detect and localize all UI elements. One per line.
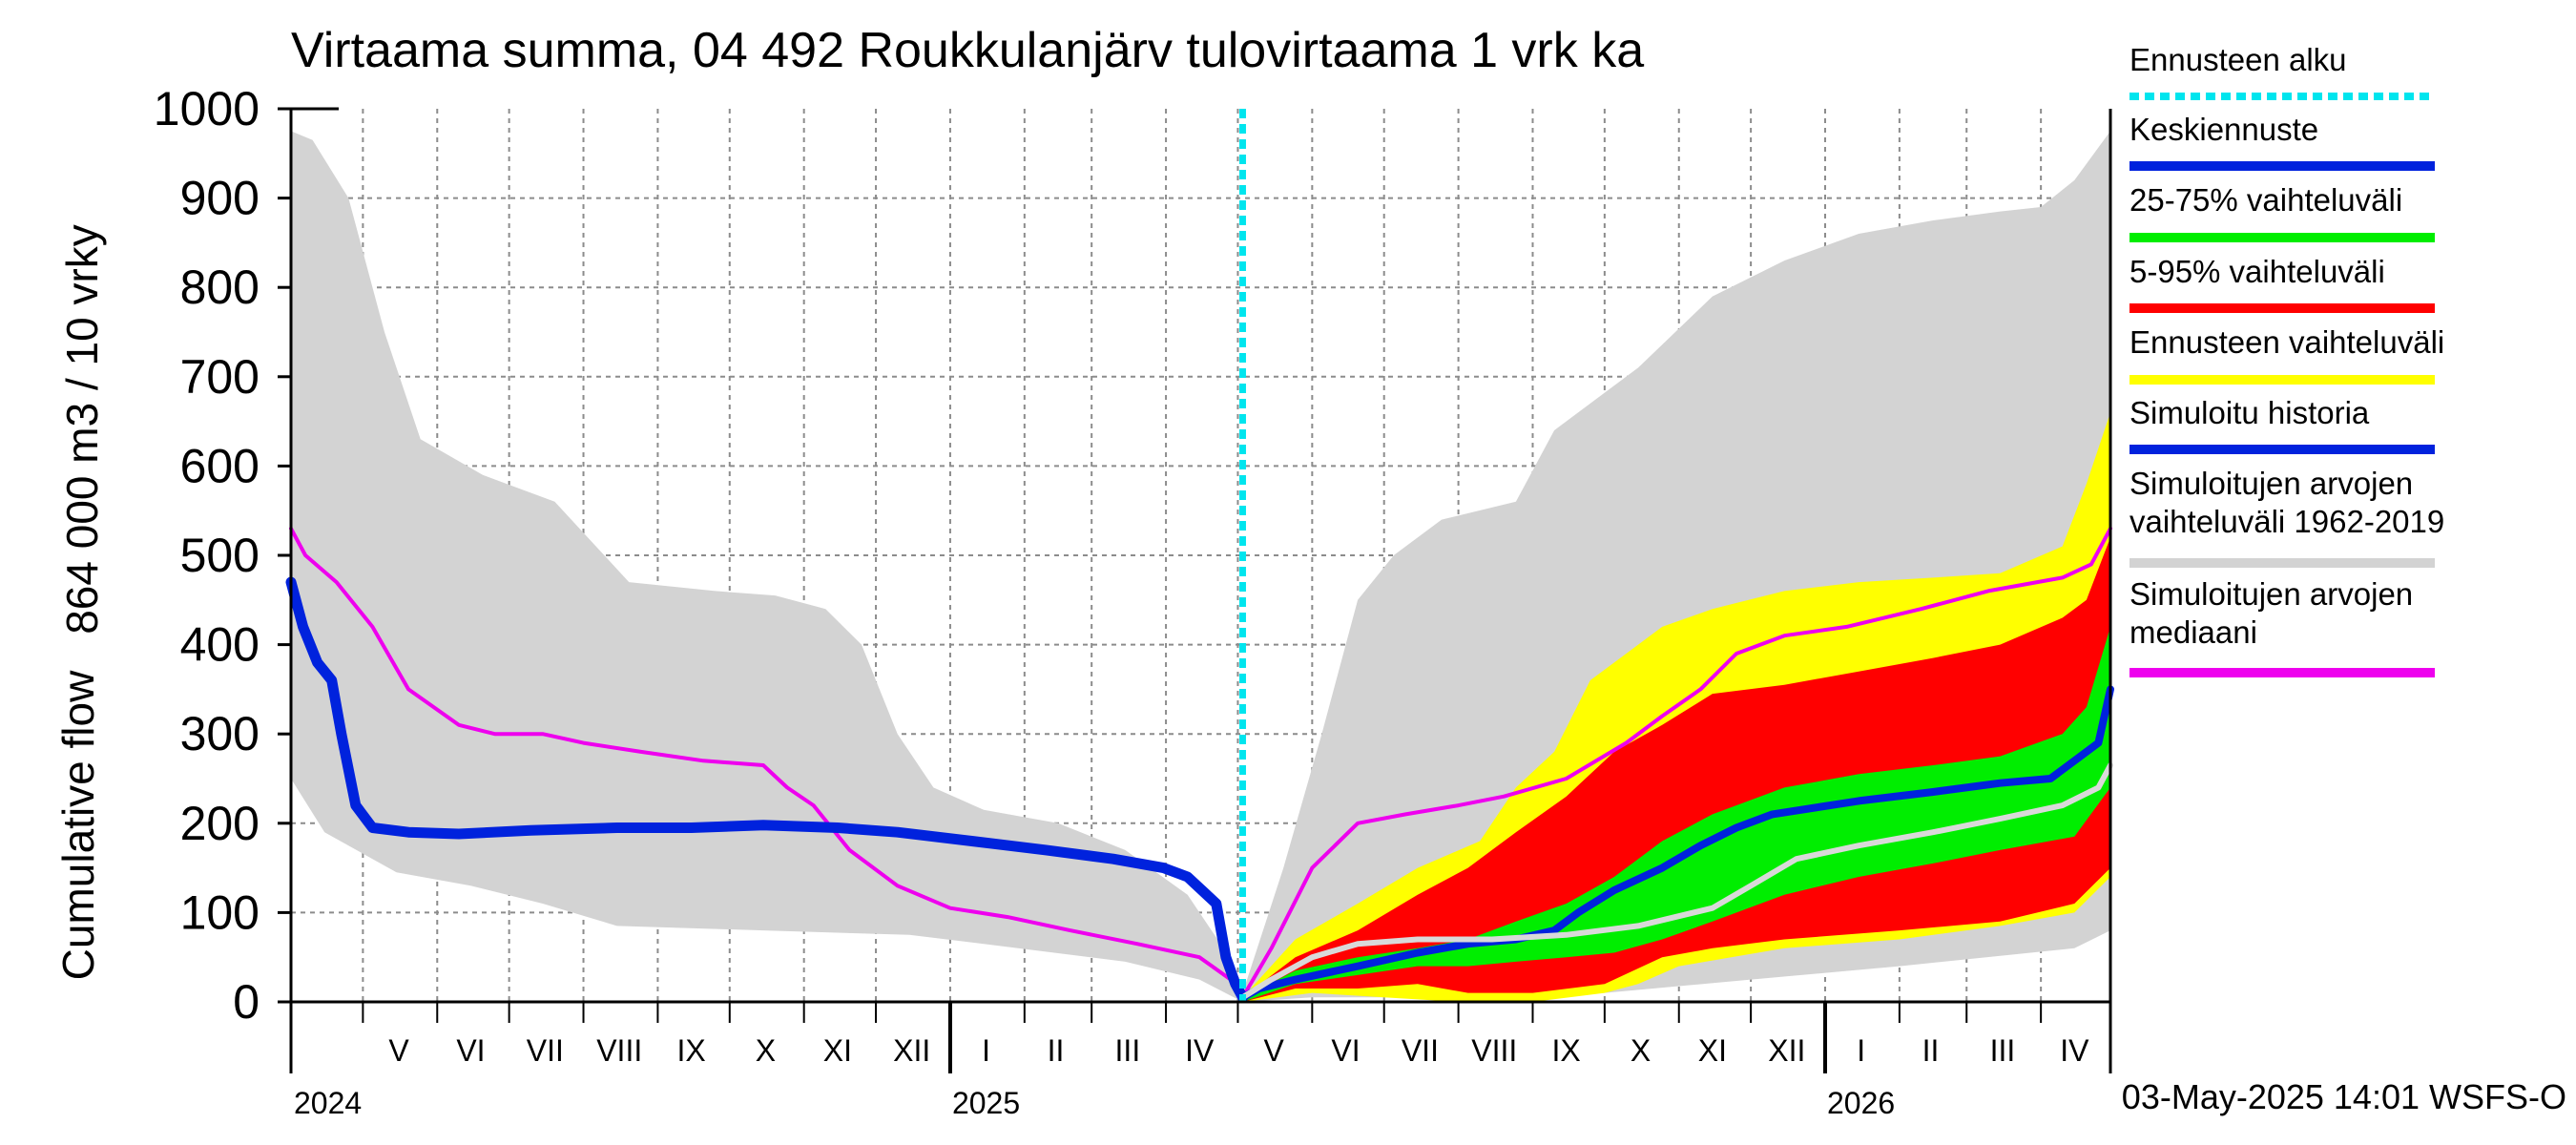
y-tick-label: 400 — [180, 618, 260, 672]
y-tick-label: 800 — [180, 260, 260, 314]
x-month-label: II — [1922, 1033, 1940, 1068]
x-month-label: IV — [2060, 1033, 2089, 1068]
legend-label: 5-95% vaihteluväli — [2129, 254, 2385, 289]
x-month-label: VI — [1331, 1033, 1360, 1068]
x-month-label: XII — [1768, 1033, 1805, 1068]
x-year-label: 2026 — [1827, 1086, 1895, 1120]
x-month-label: XII — [893, 1033, 930, 1068]
x-month-label: III — [1115, 1033, 1141, 1068]
x-month-label: VII — [1402, 1033, 1439, 1068]
y-tick-label: 600 — [180, 439, 260, 492]
x-month-label: IX — [676, 1033, 705, 1068]
y-axis-label-top: 864 000 m3 / 10 vrky — [57, 224, 107, 635]
series-lines — [285, 526, 2114, 1003]
y-tick-label: 0 — [233, 975, 260, 1029]
x-month-label: II — [1048, 1033, 1065, 1068]
x-month-label: I — [1857, 1033, 1865, 1068]
x-month-label: V — [1263, 1033, 1284, 1068]
legend-label: vaihteluväli 1962-2019 — [2129, 504, 2444, 539]
y-tick-label: 300 — [180, 707, 260, 760]
legend-label: Simuloitujen arvojen — [2129, 576, 2413, 612]
legend-label: 25-75% vaihteluväli — [2129, 182, 2402, 218]
legend-label: Simuloitujen arvojen — [2129, 466, 2413, 501]
legend-label: Simuloitu historia — [2129, 395, 2370, 430]
x-year-label: 2024 — [294, 1086, 362, 1120]
x-month-label: VIII — [596, 1033, 642, 1068]
x-month-label: I — [982, 1033, 990, 1068]
y-axis-label-bottom: Cumulative flow — [53, 670, 103, 980]
x-month-label: V — [388, 1033, 409, 1068]
line-simuloitujen-arvojen-mediaani-forecast — [1239, 762, 2113, 1001]
y-tick-label: 100 — [180, 885, 260, 939]
x-axis: V VI VII VIII IX X XI XII I II III IV V VI VII VIII IX X X… — [294, 1002, 2089, 1120]
chart-title: Virtaama summa, 04 492 Roukkulanjärv tul… — [291, 23, 1644, 78]
band-5-95-vaihteluv-li — [1242, 537, 2110, 1002]
x-month-label: IX — [1552, 1033, 1581, 1068]
y-tick-label: 200 — [180, 797, 260, 850]
x-month-label: IV — [1185, 1033, 1215, 1068]
x-month-label: X — [756, 1033, 776, 1068]
x-month-label: X — [1631, 1033, 1651, 1068]
x-month-label: VII — [527, 1033, 564, 1068]
legend: Ennusteen alku Keskiennuste 25-75% vaihtel… — [2129, 42, 2444, 677]
x-month-label: VIII — [1471, 1033, 1517, 1068]
x-month-label: VI — [456, 1033, 485, 1068]
footer-timestamp: 03-May-2025 14:01 WSFS-O — [2122, 1077, 2566, 1116]
y-tick-label: 700 — [180, 350, 260, 404]
y-tick-label: 900 — [180, 172, 260, 225]
legend-label: Keskiennuste — [2129, 112, 2318, 147]
legend-label: Ennusteen vaihteluväli — [2129, 324, 2444, 360]
line-simuloitujen-arvojen-mediaani — [289, 526, 2112, 1000]
legend-label: mediaani — [2129, 614, 2257, 650]
x-month-label: XI — [823, 1033, 852, 1068]
x-month-label: XI — [1698, 1033, 1727, 1068]
y-axis-ticks: 0 100 200 300 400 500 600 700 800 900 1000 — [154, 82, 291, 1029]
y-tick-label: 500 — [180, 529, 260, 582]
band-25-75-vaihteluv-li — [1242, 626, 2110, 1002]
line-simuloitu-historia — [285, 576, 1248, 1003]
y-tick-label: 1000 — [154, 82, 260, 135]
legend-label: Ennusteen alku — [2129, 42, 2347, 77]
x-month-label: III — [1990, 1033, 2016, 1068]
x-year-label: 2025 — [952, 1086, 1020, 1120]
line-keskiennuste — [1238, 685, 2114, 1002]
